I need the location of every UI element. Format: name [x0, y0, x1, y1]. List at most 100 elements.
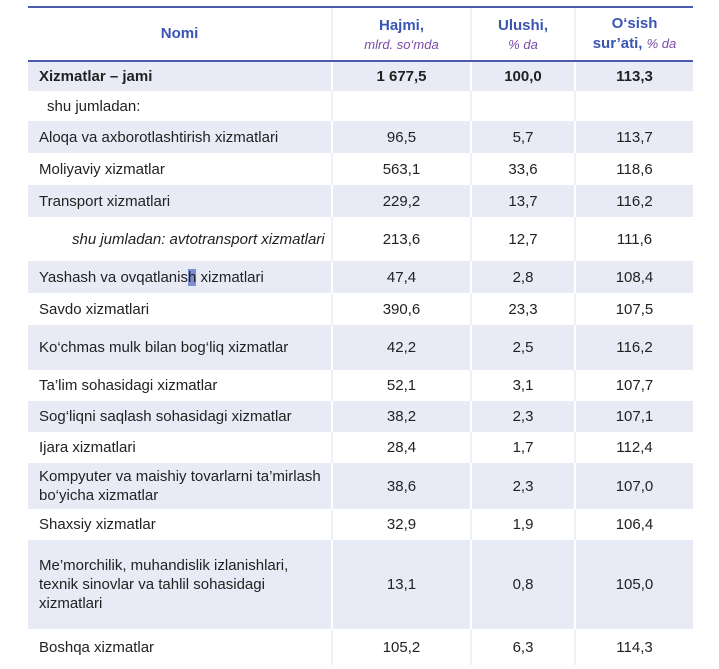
- table-row: Ta’lim sohasidagi xizmatlar 52,1 3,1 107…: [28, 370, 693, 401]
- header-growth: O‘sish sur’ati, % da: [574, 8, 693, 60]
- table-row: Transport xizmatlari 229,2 13,7 116,2: [28, 185, 693, 217]
- table-row: Sog‘liqni saqlash sohasidagi xizmatlar 3…: [28, 401, 693, 432]
- row-share: 1,7: [470, 432, 574, 463]
- row-share: 33,6: [470, 153, 574, 185]
- row-share: 5,7: [470, 121, 574, 153]
- header-share: Ulushi, % da: [470, 8, 574, 60]
- table-row-sub: shu jumladan: avtotransport xizmatlari 2…: [28, 217, 693, 261]
- row-growth: 116,2: [574, 185, 693, 217]
- row-volume: 32,9: [331, 509, 470, 540]
- header-growth-title-b: sur’ati,: [592, 35, 643, 52]
- row-growth: 116,2: [574, 325, 693, 370]
- row-growth: 113,3: [574, 62, 693, 91]
- row-volume: 47,4: [331, 261, 470, 293]
- row-growth: 106,4: [574, 509, 693, 540]
- row-name: Ta’lim sohasidagi xizmatlar: [39, 377, 218, 394]
- row-volume: 563,1: [331, 153, 470, 185]
- row-growth: 105,0: [574, 540, 693, 629]
- row-name-part-b: xizmatlari: [196, 268, 264, 286]
- row-share: 23,3: [470, 293, 574, 325]
- header-name: Nomi: [28, 8, 331, 60]
- row-volume: 13,1: [331, 540, 470, 629]
- header-growth-title-a: O‘sish: [611, 15, 658, 32]
- header-volume: Hajmi, mlrd. so‘mda: [331, 8, 470, 60]
- row-growth: 108,4: [574, 261, 693, 293]
- services-table: Nomi Hajmi, mlrd. so‘mda Ulushi, % da O‘…: [28, 6, 693, 665]
- row-name: Moliyaviy xizmatlar: [39, 160, 165, 178]
- row-share: 2,3: [470, 401, 574, 432]
- table-row: Moliyaviy xizmatlar 563,1 33,6 118,6: [28, 153, 693, 185]
- table-row: Ijara xizmatlari 28,4 1,7 112,4: [28, 432, 693, 463]
- row-share: 2,3: [470, 463, 574, 509]
- row-share: [470, 91, 574, 121]
- row-share: 6,3: [470, 629, 574, 665]
- row-name: shu jumladan: avtotransport xizmatlari: [72, 230, 325, 248]
- row-share: 0,8: [470, 540, 574, 629]
- row-growth: 113,7: [574, 121, 693, 153]
- table-row-total: Xizmatlar – jami 1 677,5 100,0 113,3: [28, 62, 693, 91]
- row-volume: 28,4: [331, 432, 470, 463]
- row-growth: 107,1: [574, 401, 693, 432]
- row-growth: 107,0: [574, 463, 693, 509]
- row-name: Aloqa va axborotlashtirish xizmatlari: [39, 128, 279, 146]
- row-share: 2,8: [470, 261, 574, 293]
- row-volume: 96,5: [331, 121, 470, 153]
- row-volume: 390,6: [331, 293, 470, 325]
- table-header-rule: [28, 60, 693, 62]
- table-row: Savdo xizmatlari 390,6 23,3 107,5: [28, 293, 693, 325]
- row-name-part-a: Yashash va ovqatlanis: [39, 268, 188, 286]
- row-volume: 105,2: [331, 629, 470, 665]
- row-growth: 114,3: [574, 629, 693, 665]
- table-top-rule: [28, 6, 693, 8]
- row-growth: 107,7: [574, 370, 693, 401]
- header-share-title: Ulushi,: [497, 16, 548, 34]
- row-name: Savdo xizmatlari: [39, 300, 150, 318]
- row-share: 1,9: [470, 509, 574, 540]
- row-name: Transport xizmatlari: [39, 192, 171, 210]
- row-volume: 229,2: [331, 185, 470, 217]
- header-share-unit: % da: [508, 36, 538, 52]
- row-name: Ijara xizmatlari: [39, 439, 136, 456]
- text-highlight: h: [187, 268, 197, 286]
- header-growth-line2: sur’ati, % da: [593, 34, 677, 54]
- row-growth: 111,6: [574, 217, 693, 261]
- table-row: Boshqa xizmatlar 105,2 6,3 114,3: [28, 629, 693, 665]
- table-row: Yashash va ovqatlanish xizmatlari 47,4 2…: [28, 261, 693, 293]
- row-share: 3,1: [470, 370, 574, 401]
- table-row: Ko‘chmas mulk bilan bog‘liq xizmatlar 42…: [28, 325, 693, 370]
- row-volume: 38,2: [331, 401, 470, 432]
- header-volume-title: Hajmi,: [378, 16, 424, 34]
- row-name: Shaxsiy xizmatlar: [39, 516, 156, 533]
- table-row: Kompyuter va maishiy tovarlarni ta’mirla…: [28, 463, 693, 509]
- row-name: Ko‘chmas mulk bilan bog‘liq xizmatlar: [39, 339, 289, 356]
- row-share: 13,7: [470, 185, 574, 217]
- row-name: Boshqa xizmatlar: [39, 638, 155, 656]
- row-name: shu jumladan:: [47, 97, 141, 115]
- row-volume: 38,6: [331, 463, 470, 509]
- row-name: Yashash va ovqatlanish xizmatlari: [28, 268, 331, 287]
- row-growth: 112,4: [574, 432, 693, 463]
- row-volume: 52,1: [331, 370, 470, 401]
- row-growth: 118,6: [574, 153, 693, 185]
- row-name: Xizmatlar – jami: [39, 68, 153, 85]
- row-growth: 107,5: [574, 293, 693, 325]
- row-share: 100,0: [470, 62, 574, 91]
- row-volume: 213,6: [331, 217, 470, 261]
- table-row: Me’morchilik, muhandislik izlanishlari, …: [28, 540, 693, 629]
- header-name-label: Nomi: [160, 25, 199, 42]
- row-volume: [331, 91, 470, 121]
- row-volume: 1 677,5: [331, 62, 470, 91]
- row-growth: [574, 91, 693, 121]
- row-name: Kompyuter va maishiy tovarlarni ta’mirla…: [39, 468, 321, 504]
- table-row-subheading: shu jumladan:: [28, 91, 693, 121]
- row-name: Sog‘liqni saqlash sohasidagi xizmatlar: [39, 408, 292, 425]
- table-row: Shaxsiy xizmatlar 32,9 1,9 106,4: [28, 509, 693, 540]
- header-volume-unit: mlrd. so‘mda: [364, 36, 439, 52]
- table-header: Nomi Hajmi, mlrd. so‘mda Ulushi, % da O‘…: [28, 8, 693, 60]
- header-growth-unit: % da: [646, 36, 677, 51]
- row-share: 12,7: [470, 217, 574, 261]
- row-share: 2,5: [470, 325, 574, 370]
- row-name: Me’morchilik, muhandislik izlanishlari, …: [39, 557, 289, 612]
- row-volume: 42,2: [331, 325, 470, 370]
- table-row: Aloqa va axborotlashtirish xizmatlari 96…: [28, 121, 693, 153]
